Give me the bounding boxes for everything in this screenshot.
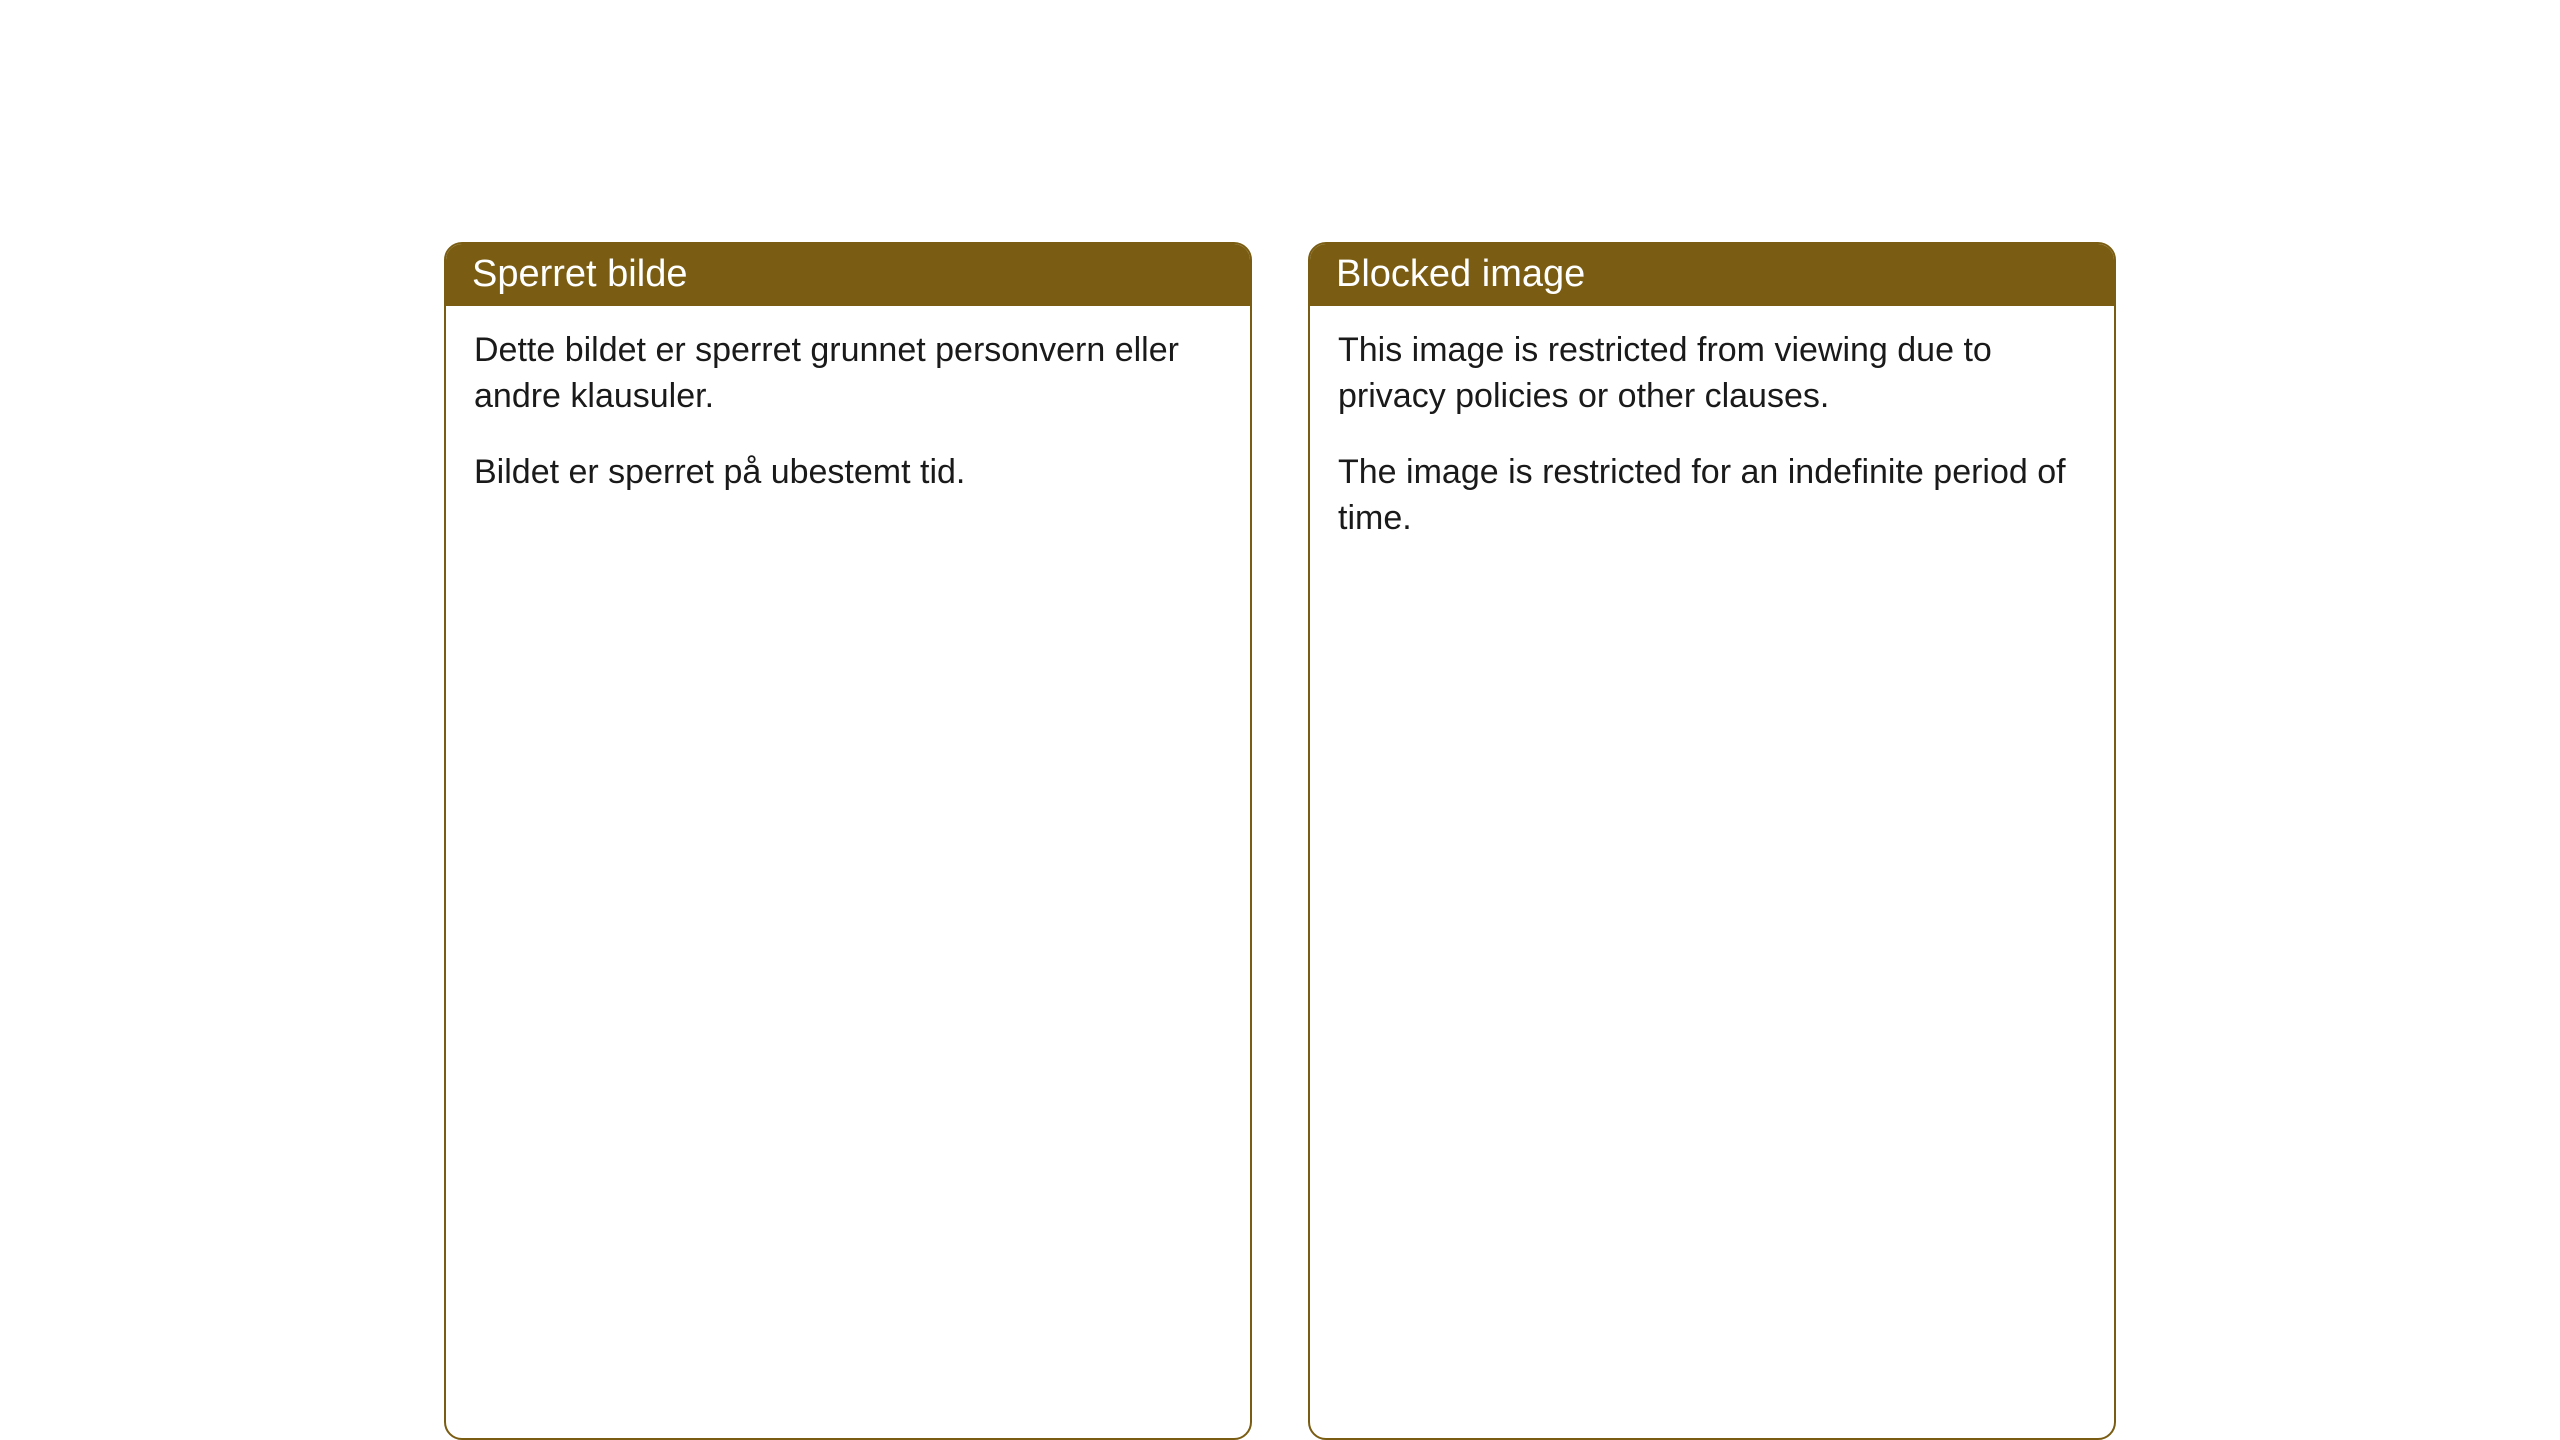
card-title: Blocked image (1310, 244, 2114, 306)
notice-card-english: Blocked image This image is restricted f… (1308, 242, 2116, 1440)
notice-paragraph: The image is restricted for an indefinit… (1338, 450, 2086, 542)
notice-paragraph: This image is restricted from viewing du… (1338, 328, 2086, 420)
card-body: This image is restricted from viewing du… (1310, 306, 2114, 574)
card-title: Sperret bilde (446, 244, 1250, 306)
notice-card-norwegian: Sperret bilde Dette bildet er sperret gr… (444, 242, 1252, 1440)
card-body: Dette bildet er sperret grunnet personve… (446, 306, 1250, 528)
notice-cards-container: Sperret bilde Dette bildet er sperret gr… (444, 242, 2116, 1440)
notice-paragraph: Dette bildet er sperret grunnet personve… (474, 328, 1222, 420)
notice-paragraph: Bildet er sperret på ubestemt tid. (474, 450, 1222, 496)
